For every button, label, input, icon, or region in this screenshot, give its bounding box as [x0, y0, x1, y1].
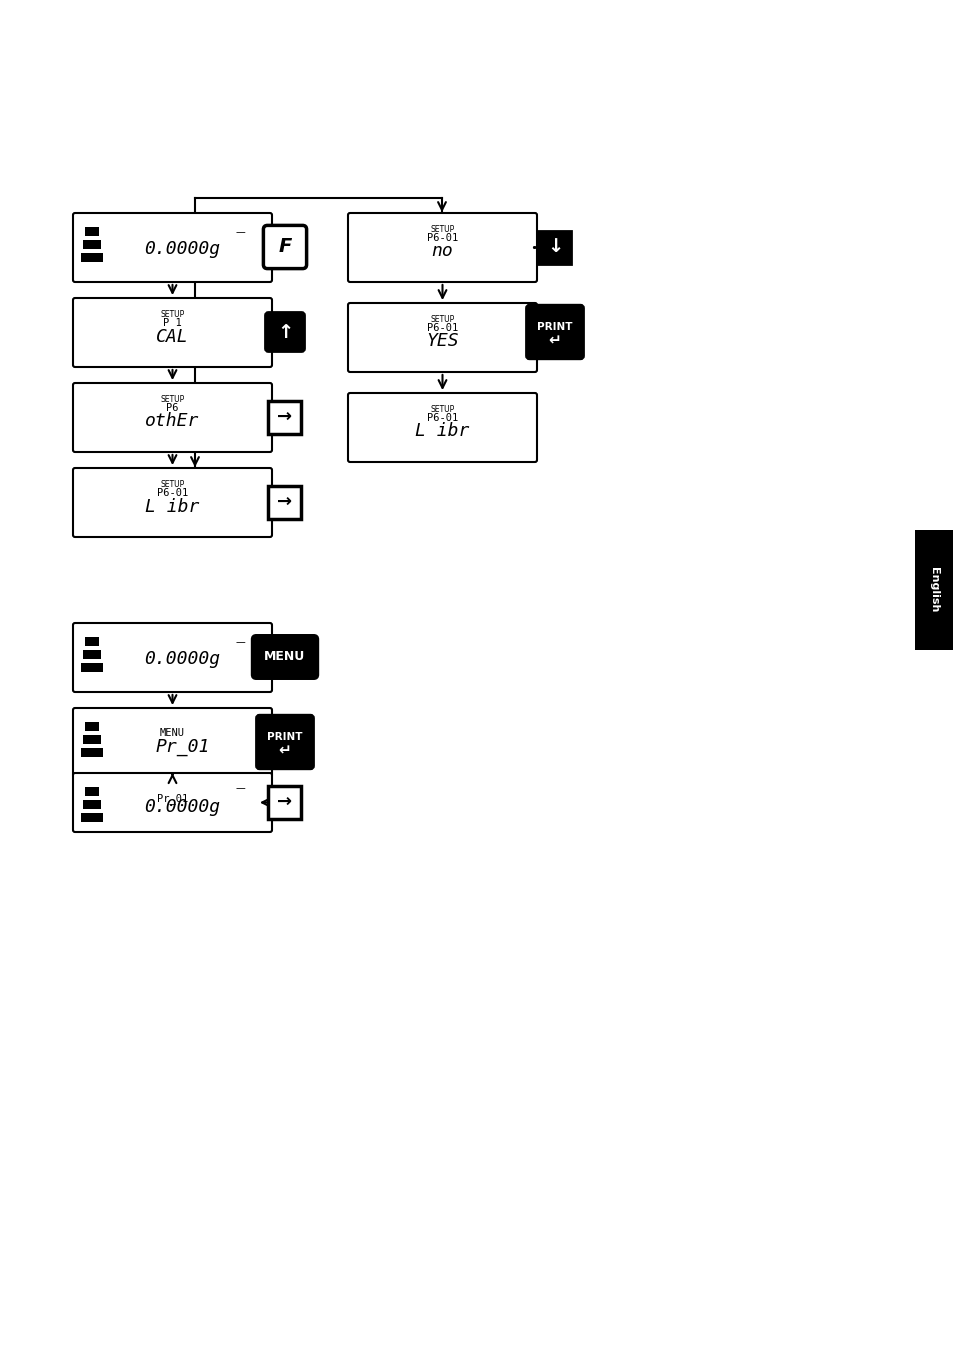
Bar [83, 801, 101, 809]
Text: SETUP: SETUP [430, 225, 455, 234]
FancyBboxPatch shape [73, 622, 272, 693]
Text: —: — [234, 637, 245, 647]
Text: SETUP: SETUP [430, 405, 455, 414]
FancyBboxPatch shape [73, 298, 272, 367]
Text: Pr_01: Pr_01 [155, 737, 210, 756]
Bar [85, 227, 99, 236]
FancyBboxPatch shape [73, 707, 272, 778]
Text: P6-01: P6-01 [426, 323, 457, 333]
Text: SETUP: SETUP [160, 310, 185, 319]
FancyBboxPatch shape [252, 636, 317, 679]
Text: L ibr: L ibr [415, 423, 469, 440]
FancyBboxPatch shape [263, 225, 306, 269]
Bar [85, 722, 99, 730]
Bar [268, 401, 301, 433]
Text: CAL: CAL [156, 328, 189, 346]
Text: ↵: ↵ [548, 333, 560, 348]
Text: P6: P6 [166, 404, 178, 413]
FancyBboxPatch shape [348, 302, 537, 373]
Text: F: F [278, 238, 292, 256]
FancyBboxPatch shape [73, 213, 272, 282]
FancyBboxPatch shape [73, 383, 272, 452]
Text: P6-01: P6-01 [426, 413, 457, 423]
Text: SETUP: SETUP [160, 396, 185, 404]
Bar [83, 734, 101, 744]
Text: Pr_01: Pr_01 [156, 792, 188, 803]
Bar [83, 649, 101, 659]
Text: PRINT: PRINT [537, 323, 572, 332]
Bar [537, 231, 571, 263]
FancyBboxPatch shape [265, 312, 304, 351]
Text: 0.0000g: 0.0000g [144, 240, 220, 258]
Text: English: English [928, 567, 939, 613]
Text: L ibr: L ibr [145, 498, 199, 516]
Bar [81, 663, 103, 672]
Text: ↵: ↵ [278, 744, 291, 759]
Text: 0.0000g: 0.0000g [144, 798, 220, 815]
Text: ↓: ↓ [546, 238, 562, 256]
Bar [268, 786, 301, 818]
FancyBboxPatch shape [73, 468, 272, 537]
Bar [914, 531, 953, 649]
Text: SETUP: SETUP [430, 315, 455, 324]
FancyBboxPatch shape [348, 393, 537, 462]
Bar [81, 813, 103, 822]
Bar [81, 252, 103, 262]
Text: P 1: P 1 [163, 319, 182, 328]
Text: SETUP: SETUP [160, 481, 185, 489]
Text: othEr: othEr [145, 413, 199, 431]
Text: →: → [277, 792, 293, 811]
Text: YES: YES [426, 332, 458, 351]
Bar [268, 486, 301, 518]
Text: →: → [277, 493, 293, 512]
FancyBboxPatch shape [73, 774, 272, 832]
Text: MENU: MENU [264, 651, 305, 663]
Text: PRINT: PRINT [267, 732, 302, 742]
FancyBboxPatch shape [348, 213, 537, 282]
Text: →: → [277, 408, 293, 427]
Text: no: no [431, 243, 453, 261]
Bar [83, 240, 101, 248]
Text: —: — [234, 783, 245, 792]
Text: P6-01: P6-01 [426, 234, 457, 243]
Bar [85, 637, 99, 647]
Text: MENU: MENU [160, 728, 185, 738]
Text: ↑: ↑ [276, 323, 293, 342]
Text: —: — [234, 227, 245, 238]
Text: P6-01: P6-01 [156, 487, 188, 498]
Bar [81, 748, 103, 757]
Text: 0.0000g: 0.0000g [144, 651, 220, 668]
FancyBboxPatch shape [526, 305, 583, 359]
Bar [85, 787, 99, 796]
FancyBboxPatch shape [256, 716, 314, 768]
